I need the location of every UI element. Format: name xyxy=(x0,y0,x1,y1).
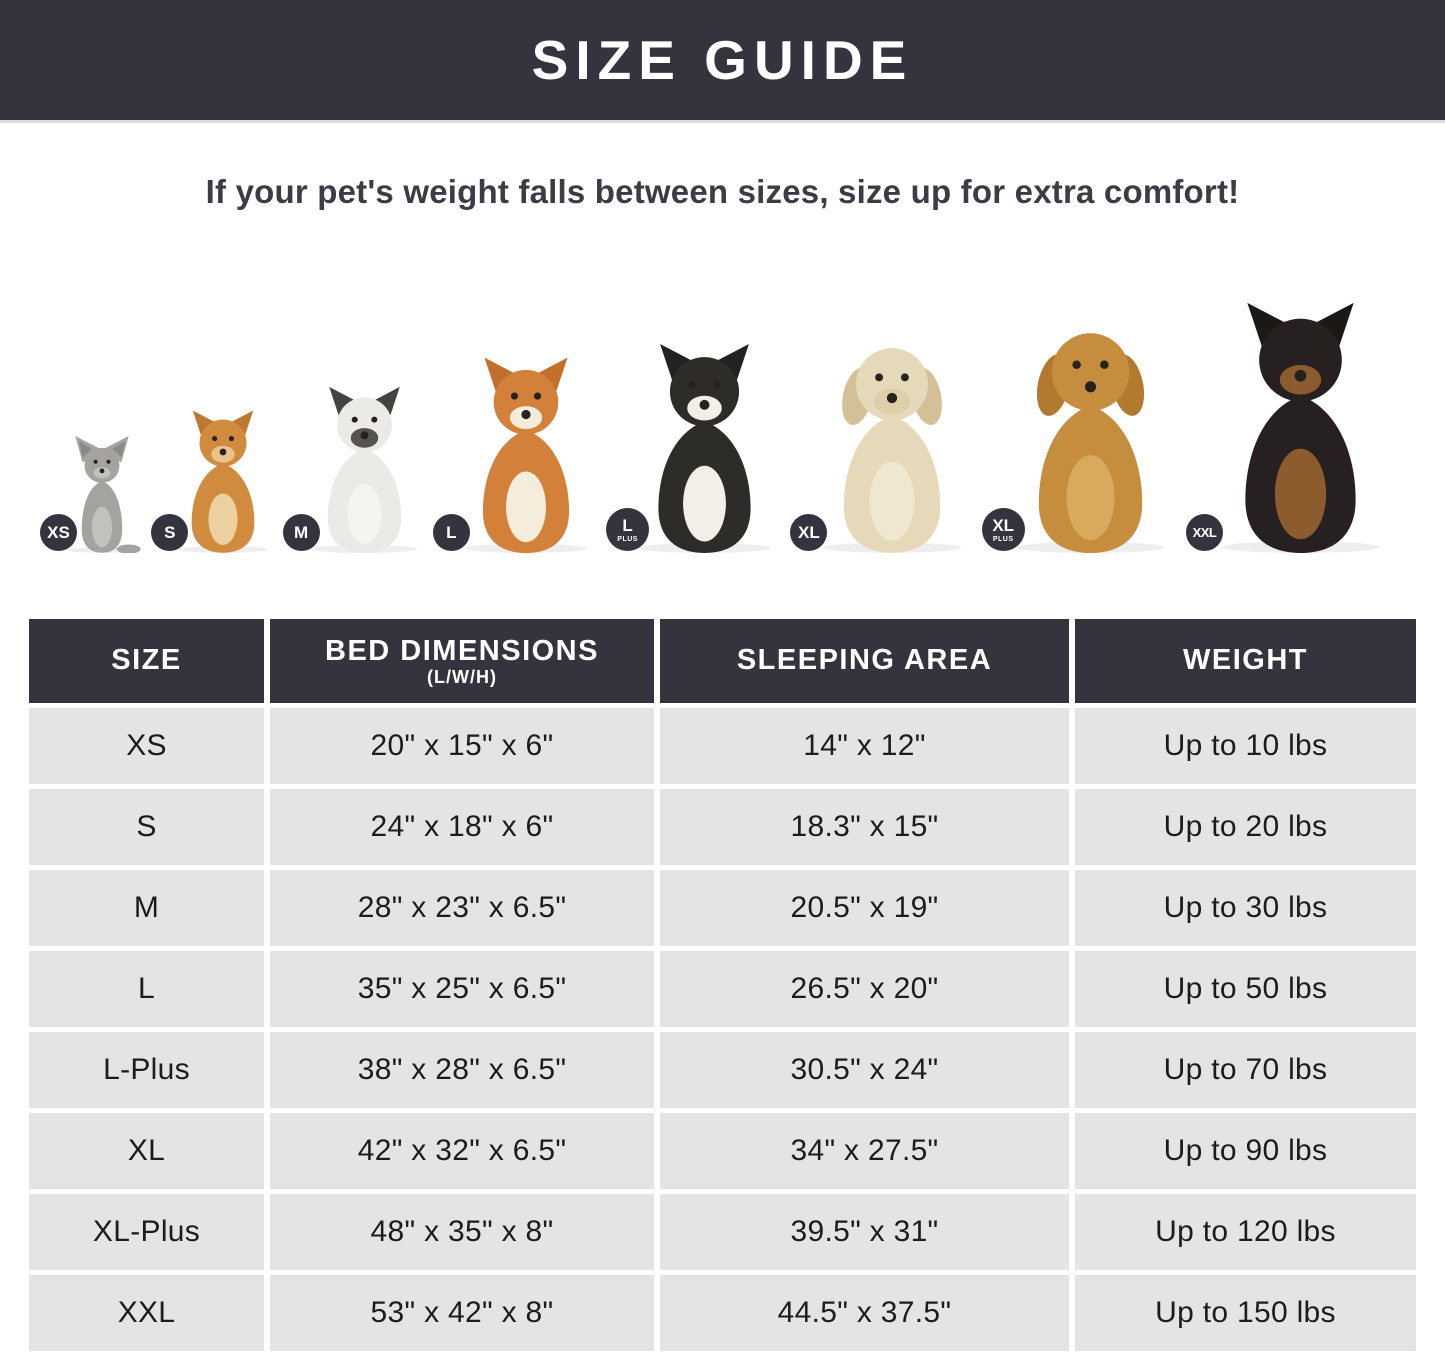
border-collie-illustration xyxy=(638,343,771,553)
cell-sleeping-area: 20.5" x 19" xyxy=(660,870,1069,946)
cell-weight: Up to 20 lbs xyxy=(1075,789,1416,865)
pets-row: XS S M L L PLUS XL XL PLUS XXL xyxy=(0,295,1445,553)
cell-size: S xyxy=(29,789,264,865)
french-bulldog-illustration xyxy=(311,386,417,553)
page-title: SIZE GUIDE xyxy=(531,29,914,91)
pet-pomeranian: S xyxy=(151,407,279,553)
size-badge-label: XL xyxy=(798,523,820,542)
cell-size: L xyxy=(29,951,264,1027)
pomeranian-illustration xyxy=(178,410,269,553)
cell-bed-dimensions: 53" x 42" x 8" xyxy=(270,1275,654,1351)
cell-size: XS xyxy=(29,708,264,784)
column-header-label: SLEEPING AREA xyxy=(736,644,993,677)
cell-size: L-Plus xyxy=(29,1032,264,1108)
size-badge-l: L xyxy=(432,514,470,551)
size-badge-s: S xyxy=(151,514,189,551)
cell-weight: Up to 10 lbs xyxy=(1075,708,1416,784)
cell-bed-dimensions: 38" x 28" x 6.5" xyxy=(270,1032,654,1108)
cat-illustration xyxy=(65,435,141,553)
size-badge-label: XS xyxy=(47,523,70,542)
cell-sleeping-area: 34" x 27.5" xyxy=(660,1113,1069,1189)
pet-shiba-inu: L xyxy=(432,353,603,553)
header-banner: SIZE GUIDE xyxy=(0,0,1445,123)
cell-size: XL-Plus xyxy=(29,1194,264,1270)
column-header-label: BED DIMENSIONS xyxy=(325,635,599,668)
size-badge-label: XXL xyxy=(1192,525,1217,540)
cell-size: M xyxy=(29,870,264,946)
subtitle: If your pet's weight falls between sizes… xyxy=(205,173,1240,210)
size-badge-xxl: XXL xyxy=(1185,514,1223,551)
size-badge-xs: XS xyxy=(40,514,77,551)
column-header-sleeping-area: SLEEPING AREA xyxy=(660,619,1069,703)
column-header-bed-dimensions: BED DIMENSIONS (L/W/H) xyxy=(270,619,654,703)
column-header-sublabel: (L/W/H) xyxy=(427,666,497,687)
golden-retriever-illustration xyxy=(1016,333,1165,553)
size-badge-label: L xyxy=(446,523,457,542)
cell-sleeping-area: 14" x 12" xyxy=(660,708,1069,784)
cell-sleeping-area: 26.5" x 20" xyxy=(660,951,1069,1027)
size-table: SIZE BED DIMENSIONS (L/W/H) SLEEPING AREA WE… xyxy=(29,619,1416,1351)
pet-border-collie: L PLUS xyxy=(606,339,787,553)
cell-sleeping-area: 30.5" x 24" xyxy=(660,1032,1069,1108)
cell-size: XL xyxy=(29,1113,264,1189)
cell-bed-dimensions: 42" x 32" x 6.5" xyxy=(270,1113,654,1189)
size-badge-xl-plus: XL PLUS xyxy=(981,508,1025,551)
size-badge-label: L xyxy=(622,515,633,535)
size-badge-xl: XL xyxy=(790,514,828,551)
size-badge-sublabel: PLUS xyxy=(617,535,638,543)
cell-weight: Up to 30 lbs xyxy=(1075,870,1416,946)
cell-bed-dimensions: 28" x 23" x 6.5" xyxy=(270,870,654,946)
cell-bed-dimensions: 24" x 18" x 6" xyxy=(270,789,654,865)
size-badge-label: S xyxy=(164,523,176,542)
pet-french-bulldog: M xyxy=(282,383,430,553)
doberman-illustration xyxy=(1221,302,1380,553)
cell-size: XXL xyxy=(29,1275,264,1351)
pet-cat: XS xyxy=(40,433,148,553)
labrador-illustration xyxy=(823,348,962,553)
size-badge-m: M xyxy=(282,514,320,551)
size-badge-label: XL xyxy=(992,515,1015,535)
cell-weight: Up to 150 lbs xyxy=(1075,1275,1416,1351)
cell-weight: Up to 70 lbs xyxy=(1075,1032,1416,1108)
cell-weight: Up to 50 lbs xyxy=(1075,951,1416,1027)
cell-bed-dimensions: 35" x 25" x 6.5" xyxy=(270,951,654,1027)
pet-doberman: XXL xyxy=(1185,297,1399,553)
column-header-label: WEIGHT xyxy=(1183,644,1308,677)
column-header-label: SIZE xyxy=(111,644,182,677)
size-badge-sublabel: PLUS xyxy=(992,535,1014,543)
pet-golden-retriever: XL PLUS xyxy=(981,313,1183,553)
cell-sleeping-area: 44.5" x 37.5" xyxy=(660,1275,1069,1351)
shiba-inu-illustration xyxy=(464,357,588,553)
cell-sleeping-area: 18.3" x 15" xyxy=(660,789,1069,865)
column-header-size: SIZE xyxy=(29,619,264,703)
cell-bed-dimensions: 48" x 35" x 8" xyxy=(270,1194,654,1270)
cell-sleeping-area: 39.5" x 31" xyxy=(660,1194,1069,1270)
cell-weight: Up to 120 lbs xyxy=(1075,1194,1416,1270)
size-badge-l-plus: L PLUS xyxy=(606,508,650,551)
cell-bed-dimensions: 20" x 15" x 6" xyxy=(270,708,654,784)
size-badge-label: M xyxy=(293,523,309,542)
pet-labrador: XL xyxy=(790,329,978,553)
cell-weight: Up to 90 lbs xyxy=(1075,1113,1416,1189)
column-header-weight: WEIGHT xyxy=(1075,619,1416,703)
